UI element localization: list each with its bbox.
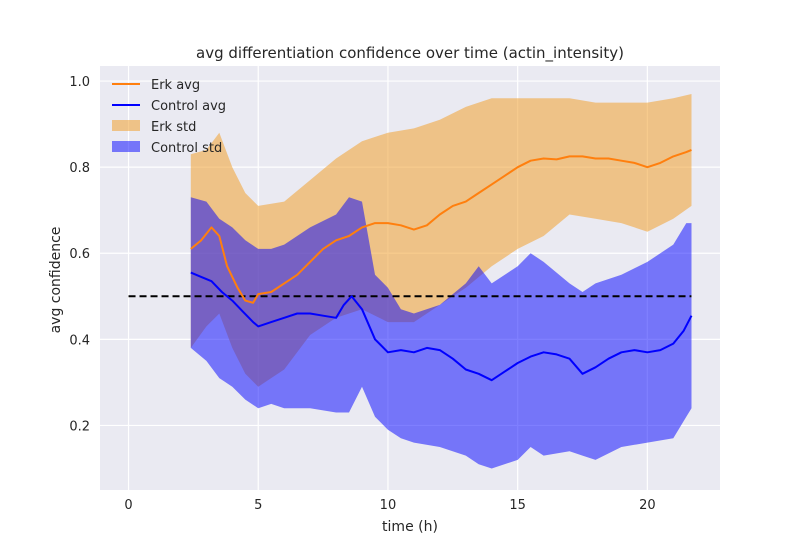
legend-label: Control std — [151, 141, 222, 156]
legend-swatch — [112, 120, 140, 131]
legend-erk-avg: Erk avg — [112, 78, 200, 93]
x-axis-label: time (h) — [382, 519, 438, 535]
erk-avg-line — [190, 148, 692, 304]
legend-label: Control avg — [151, 99, 226, 114]
y-tick-label: 0.6 — [69, 247, 90, 262]
x-tick-label: 0 — [124, 498, 132, 513]
legend-control-std: Control std — [112, 141, 222, 156]
legend: Erk avg Control avg Erk std Control std — [112, 78, 226, 156]
y-axis-label: avg confidence — [48, 227, 64, 334]
y-tick-label: 0.8 — [69, 161, 90, 176]
x-tick-label: 15 — [509, 498, 526, 513]
x-tick-label: 5 — [254, 498, 262, 513]
legend-swatch — [112, 141, 140, 152]
y-tick-label: 1.0 — [69, 75, 90, 90]
legend-erk-std: Erk std — [112, 120, 196, 135]
plot-area: 0 5 10 15 20 0.2 0.4 0.6 0.8 1.0 — [69, 66, 720, 513]
control-avg-line — [190, 271, 693, 382]
legend-label: Erk avg — [151, 78, 200, 93]
x-tick-label: 10 — [380, 498, 397, 513]
legend-label: Erk std — [151, 120, 196, 135]
chart-title: avg differentiation confidence over time… — [196, 44, 624, 63]
y-tick-label: 0.4 — [69, 333, 90, 348]
x-tick-label: 20 — [639, 498, 656, 513]
legend-control-avg: Control avg — [112, 99, 226, 114]
control-std-band — [190, 197, 692, 469]
y-tick-label: 0.2 — [69, 419, 90, 434]
